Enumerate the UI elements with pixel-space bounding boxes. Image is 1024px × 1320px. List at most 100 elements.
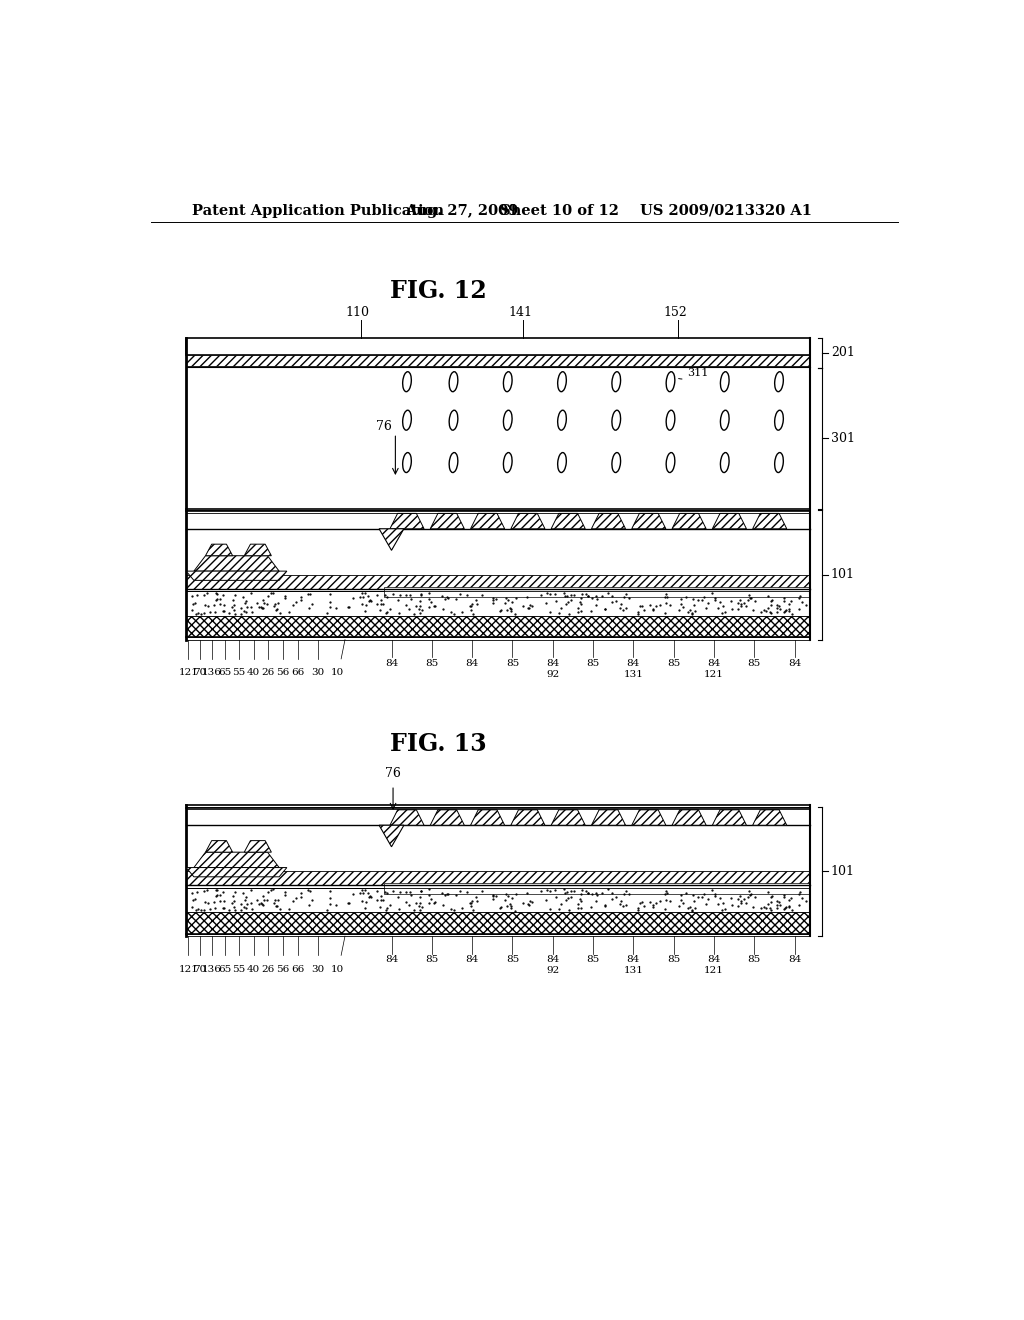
Text: 201: 201: [830, 346, 855, 359]
Text: 56: 56: [276, 965, 290, 974]
Ellipse shape: [667, 411, 675, 430]
Polygon shape: [753, 810, 786, 825]
Text: 152: 152: [664, 305, 687, 318]
Ellipse shape: [504, 453, 512, 473]
Text: 85: 85: [587, 956, 600, 965]
Bar: [186, 871, 810, 886]
Ellipse shape: [504, 411, 512, 430]
Polygon shape: [592, 810, 626, 825]
Ellipse shape: [775, 411, 783, 430]
Bar: [186, 591, 810, 615]
Polygon shape: [186, 572, 287, 581]
Text: 66: 66: [291, 668, 304, 677]
Text: 65: 65: [218, 965, 231, 974]
Ellipse shape: [721, 411, 729, 430]
Text: 85: 85: [506, 956, 519, 965]
Polygon shape: [592, 513, 626, 529]
Polygon shape: [551, 513, 586, 529]
Text: 85: 85: [667, 956, 680, 965]
Text: 55: 55: [232, 668, 246, 677]
Text: 84: 84: [787, 956, 801, 965]
Text: 92: 92: [546, 669, 559, 678]
Text: 301: 301: [830, 432, 855, 445]
Ellipse shape: [558, 453, 566, 473]
Ellipse shape: [612, 411, 621, 430]
Text: 84: 84: [546, 659, 559, 668]
Polygon shape: [379, 529, 403, 550]
Text: 84: 84: [466, 956, 479, 965]
Text: 84: 84: [466, 659, 479, 668]
Text: 70: 70: [194, 965, 207, 974]
Text: 76: 76: [385, 767, 401, 780]
Text: 84: 84: [627, 659, 640, 668]
Text: 84: 84: [385, 956, 398, 965]
Polygon shape: [632, 810, 666, 825]
Text: 92: 92: [546, 966, 559, 975]
Text: 85: 85: [506, 659, 519, 668]
Text: Patent Application Publication: Patent Application Publication: [191, 203, 443, 218]
Text: 121: 121: [178, 965, 199, 974]
Polygon shape: [430, 513, 464, 529]
Bar: [186, 355, 810, 366]
Text: 85: 85: [748, 659, 761, 668]
Text: 66: 66: [291, 965, 304, 974]
Text: FIG. 13: FIG. 13: [390, 731, 486, 755]
Polygon shape: [194, 556, 280, 572]
Ellipse shape: [450, 453, 458, 473]
Text: 85: 85: [667, 659, 680, 668]
Text: 131: 131: [624, 966, 643, 975]
Text: 311: 311: [679, 367, 709, 379]
Bar: [186, 338, 810, 355]
Text: 121: 121: [703, 966, 724, 975]
Ellipse shape: [450, 372, 458, 392]
Polygon shape: [430, 810, 464, 825]
Text: 131: 131: [624, 669, 643, 678]
Ellipse shape: [450, 411, 458, 430]
Polygon shape: [471, 513, 505, 529]
Polygon shape: [551, 810, 586, 825]
Text: 121: 121: [703, 669, 724, 678]
Ellipse shape: [504, 372, 512, 392]
Ellipse shape: [612, 453, 621, 473]
Ellipse shape: [402, 453, 412, 473]
Text: 136: 136: [202, 965, 221, 974]
Ellipse shape: [402, 372, 412, 392]
Ellipse shape: [667, 372, 675, 392]
Text: 85: 85: [425, 659, 438, 668]
Text: 56: 56: [276, 668, 290, 677]
Bar: [186, 576, 810, 589]
Text: 101: 101: [830, 569, 855, 582]
Polygon shape: [206, 544, 232, 556]
Bar: [186, 887, 810, 912]
Text: 85: 85: [587, 659, 600, 668]
Text: Aug. 27, 2009: Aug. 27, 2009: [406, 203, 519, 218]
Polygon shape: [390, 810, 424, 825]
Text: 141: 141: [508, 305, 532, 318]
Ellipse shape: [775, 453, 783, 473]
Text: 26: 26: [262, 965, 274, 974]
Text: 70: 70: [194, 668, 207, 677]
Text: 84: 84: [708, 659, 721, 668]
Text: 85: 85: [425, 956, 438, 965]
Text: 84: 84: [385, 659, 398, 668]
Polygon shape: [390, 513, 424, 529]
Polygon shape: [245, 841, 271, 853]
Text: US 2009/0213320 A1: US 2009/0213320 A1: [640, 203, 811, 218]
Text: 84: 84: [627, 956, 640, 965]
Bar: [384, 586, 810, 597]
Text: Sheet 10 of 12: Sheet 10 of 12: [500, 203, 618, 218]
Text: 30: 30: [311, 668, 325, 677]
Polygon shape: [186, 867, 287, 876]
Text: 84: 84: [546, 956, 559, 965]
Ellipse shape: [558, 372, 566, 392]
Text: 136: 136: [202, 668, 221, 677]
Polygon shape: [632, 513, 666, 529]
Ellipse shape: [612, 372, 621, 392]
Polygon shape: [245, 544, 271, 556]
Text: 26: 26: [262, 668, 274, 677]
Polygon shape: [753, 513, 786, 529]
Text: 40: 40: [247, 668, 260, 677]
Polygon shape: [511, 810, 545, 825]
Ellipse shape: [775, 372, 783, 392]
Bar: [384, 883, 810, 894]
